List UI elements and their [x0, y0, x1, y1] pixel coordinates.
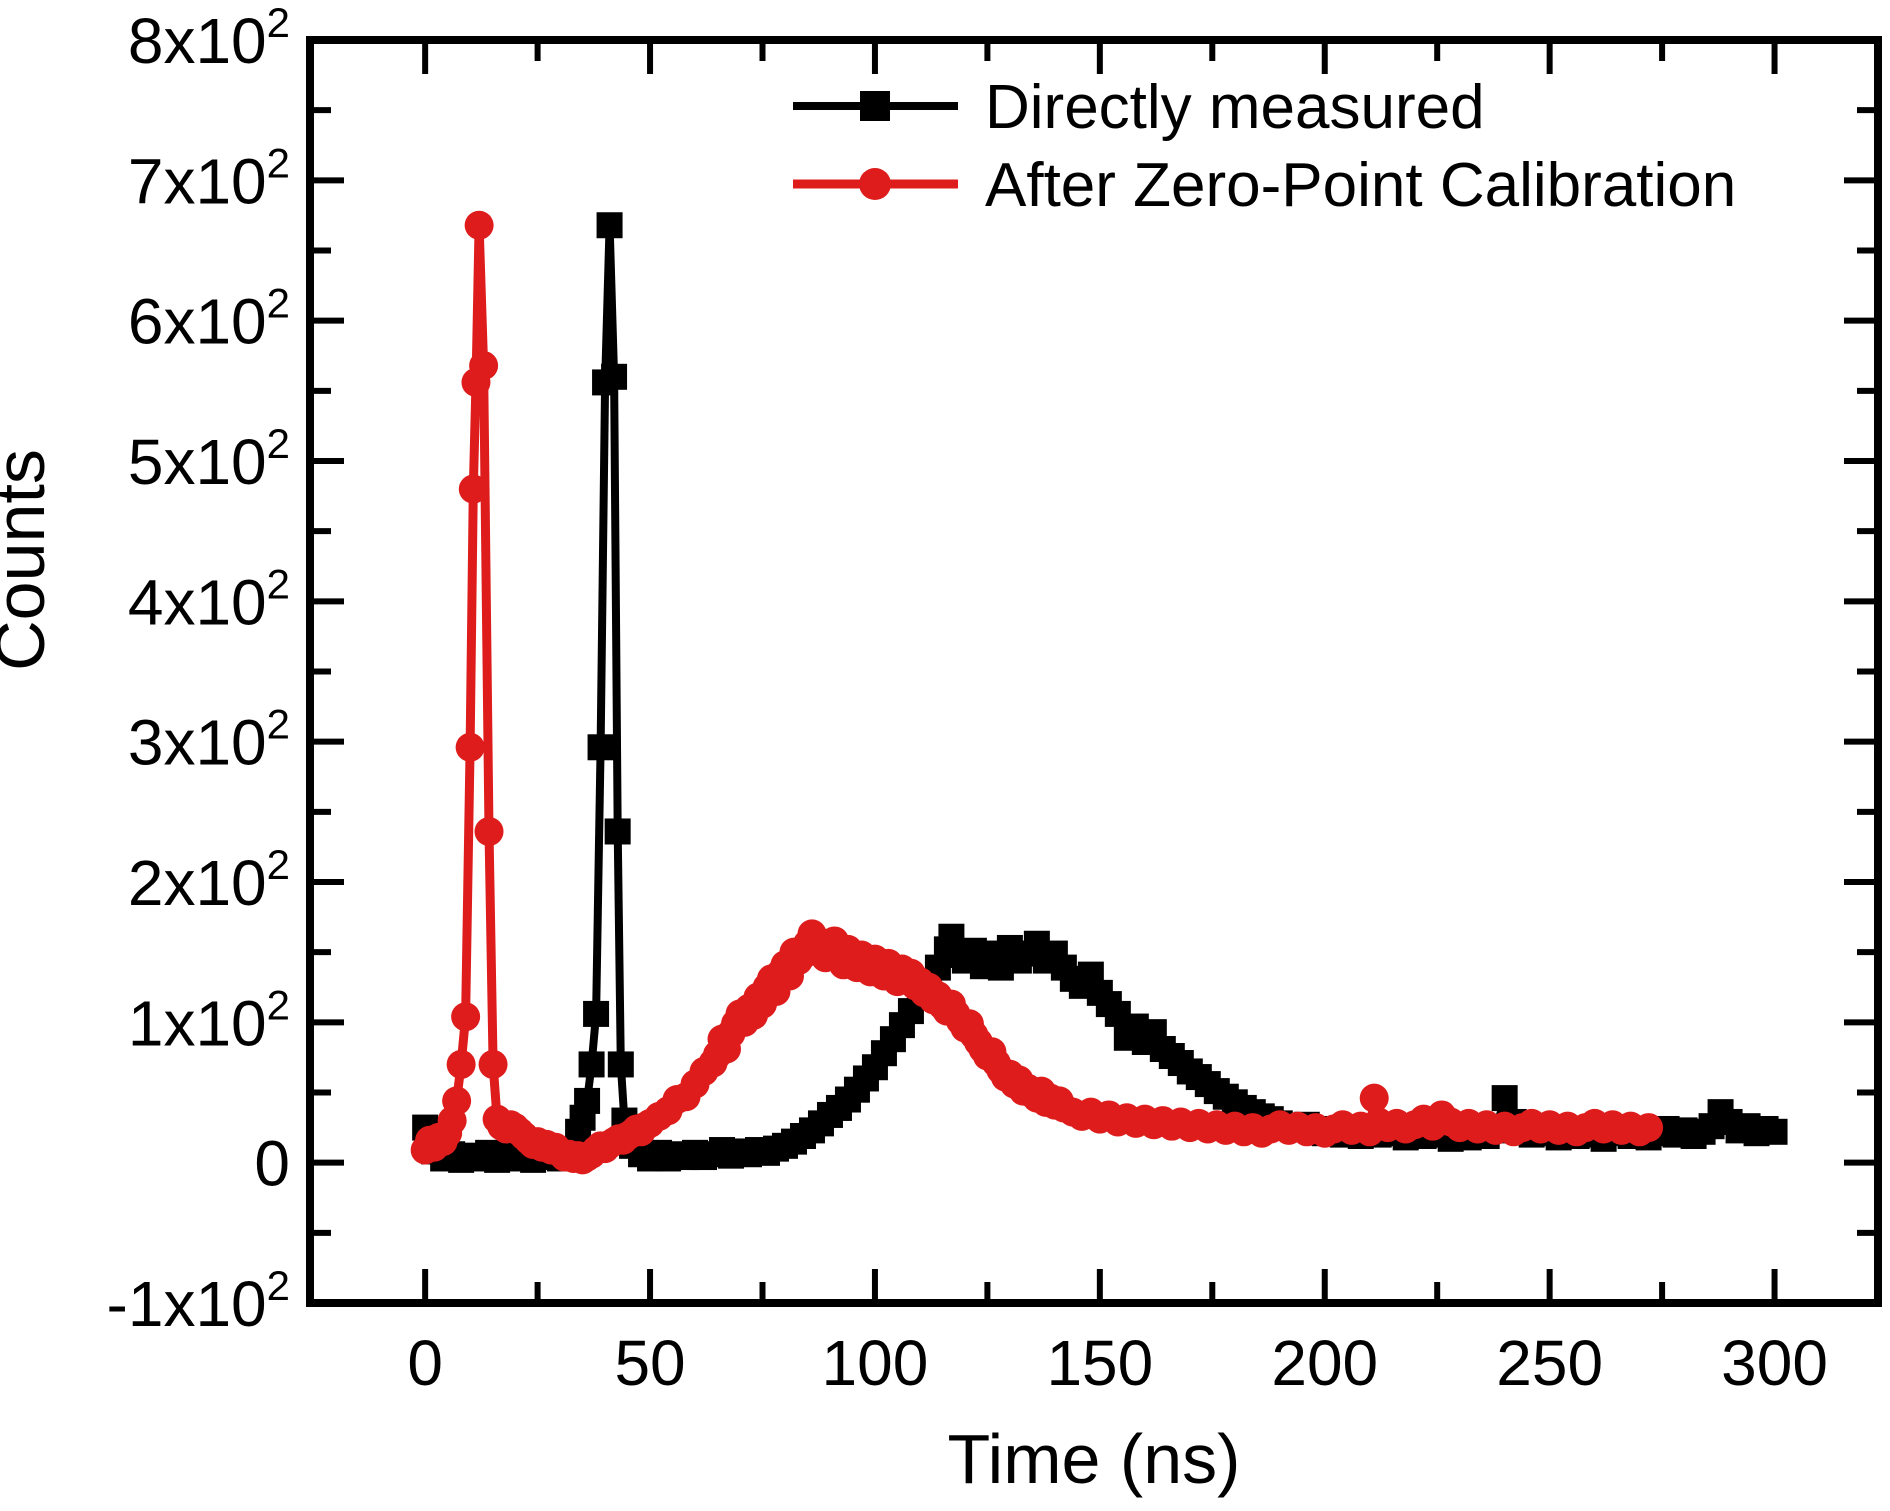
x-axis-title: Time (ns)	[948, 1420, 1241, 1498]
y-tick-label: 3x102	[128, 701, 290, 779]
y-tick-label-superscript: 2	[267, 981, 290, 1028]
data-point-square	[601, 363, 628, 390]
data-point-square	[604, 818, 631, 845]
y-tick-label: 7x102	[128, 139, 290, 217]
x-tick-label: 300	[1721, 1327, 1828, 1399]
y-tick-label-base: 0	[254, 1128, 290, 1200]
y-tick-label: 8x102	[128, 0, 290, 77]
legend-label-directly-measured: Directly measured	[985, 73, 1485, 142]
y-tick-label-superscript: 2	[267, 701, 290, 748]
y-axis-tick-labels: 8x1027x1026x1025x1024x1023x1022x1021x102…	[107, 0, 290, 1340]
y-tick-label-base: 2x10	[128, 847, 267, 919]
data-point-circle	[455, 732, 485, 762]
y-tick-label: 6x102	[128, 280, 290, 358]
data-point-circle	[474, 816, 504, 846]
y-axis-ticks	[314, 37, 1874, 1306]
legend-square-marker-icon	[860, 91, 890, 121]
data-point-circle	[458, 474, 488, 504]
y-tick-label-superscript: 2	[267, 139, 290, 186]
y-tick-label-superscript: 2	[267, 560, 290, 607]
data-point-circle	[446, 1049, 476, 1079]
y-tick-label-base: 8x10	[128, 5, 267, 77]
x-axis-tick-labels: 0 50 100 150 200 250 300	[407, 1327, 1828, 1399]
data-point-circle	[1634, 1113, 1664, 1143]
data-point-square	[596, 212, 623, 239]
x-tick-label: 0	[407, 1327, 443, 1399]
y-tick-label-superscript: 2	[267, 841, 290, 888]
y-tick-label: 5x102	[128, 420, 290, 498]
y-tick-label-superscript: 2	[267, 1262, 290, 1309]
data-point-circle	[469, 351, 499, 381]
legend: Directly measured After Zero-Point Calib…	[793, 73, 1736, 220]
data-point-circle	[442, 1086, 472, 1116]
data-point-square	[583, 1000, 610, 1027]
y-tick-label: 0	[254, 1128, 290, 1200]
x-tick-label: 200	[1271, 1327, 1378, 1399]
series-directly-measured	[412, 212, 1788, 1173]
data-point-square	[587, 734, 614, 761]
data-point-square	[1761, 1118, 1788, 1145]
y-tick-label-base: 7x10	[128, 145, 267, 217]
y-tick-label: 1x102	[128, 981, 290, 1059]
y-tick-label-superscript: 2	[267, 420, 290, 467]
x-tick-label: 50	[614, 1327, 685, 1399]
y-tick-label-superscript: 2	[267, 0, 290, 46]
axis-frame	[306, 36, 1882, 1307]
y-tick-label: -1x102	[107, 1262, 290, 1340]
data-point-circle	[1359, 1083, 1389, 1113]
legend-item-after-zero-point-calibration: After Zero-Point Calibration	[793, 151, 1736, 220]
series-after-zero-point-calibration	[410, 210, 1664, 1175]
x-axis-ticks	[422, 44, 1778, 1299]
y-tick-label-base: 1x10	[128, 987, 267, 1059]
series-line	[421, 221, 1776, 1164]
y-tick-label-base: 3x10	[128, 707, 267, 779]
legend-label-after-zero-point-calibration: After Zero-Point Calibration	[985, 151, 1736, 220]
legend-circle-marker-icon	[859, 168, 891, 200]
x-tick-label: 150	[1046, 1327, 1153, 1399]
x-tick-label: 250	[1496, 1327, 1603, 1399]
y-tick-label-base: -1x10	[107, 1268, 267, 1340]
legend-item-directly-measured: Directly measured	[793, 73, 1485, 142]
data-point-circle	[464, 210, 494, 240]
y-tick-label-base: 6x10	[128, 286, 267, 358]
data-point-circle	[451, 1002, 481, 1032]
y-tick-label-superscript: 2	[267, 280, 290, 327]
y-axis-title: Counts	[0, 449, 59, 671]
data-point-square	[574, 1087, 601, 1114]
plot-frame	[306, 36, 1882, 1307]
y-tick-label: 4x102	[128, 560, 290, 638]
data-point-square	[1491, 1085, 1518, 1112]
data-point-circle	[478, 1049, 508, 1079]
y-tick-label-base: 4x10	[128, 566, 267, 638]
data-point-square	[607, 1051, 634, 1078]
data-point-square	[578, 1051, 605, 1078]
y-tick-label: 2x102	[128, 841, 290, 919]
x-tick-label: 100	[822, 1327, 929, 1399]
y-tick-label-base: 5x10	[128, 426, 267, 498]
